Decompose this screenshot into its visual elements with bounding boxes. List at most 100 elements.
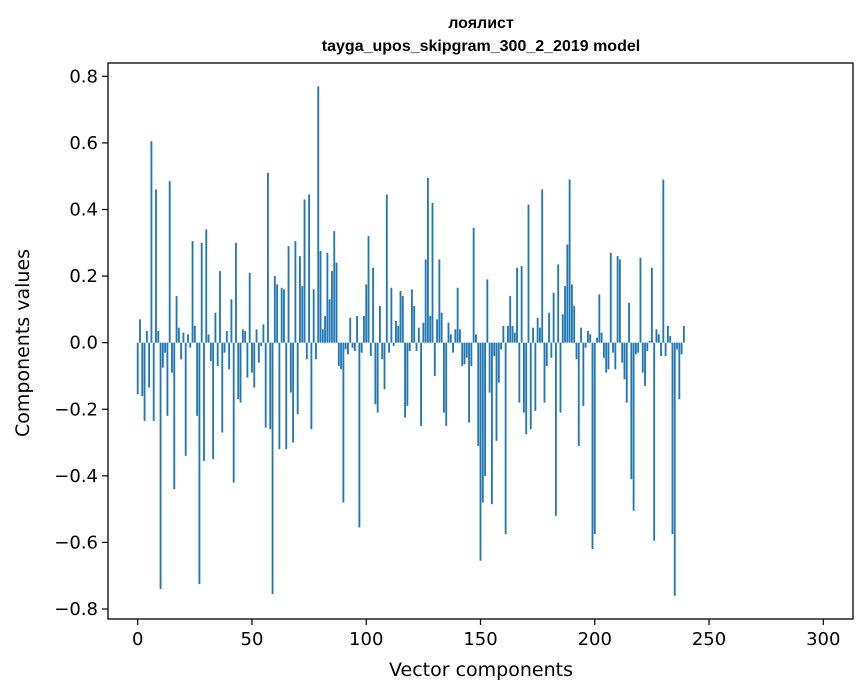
bar xyxy=(155,189,157,343)
bar xyxy=(532,327,534,343)
bar xyxy=(159,342,162,590)
bar xyxy=(452,342,454,353)
bar xyxy=(342,342,345,503)
bar xyxy=(637,342,640,353)
bar xyxy=(196,342,199,416)
bar xyxy=(634,342,637,355)
bar xyxy=(328,299,331,343)
bar xyxy=(358,342,361,528)
bar xyxy=(504,342,507,535)
bar xyxy=(228,342,231,370)
bar xyxy=(376,342,379,413)
bar xyxy=(463,342,466,365)
bar xyxy=(445,342,448,426)
bar xyxy=(379,306,381,343)
bar xyxy=(381,342,384,360)
bar xyxy=(209,342,212,361)
bar xyxy=(598,294,601,343)
bar xyxy=(221,342,224,433)
bar xyxy=(145,331,148,343)
bar xyxy=(161,342,164,368)
bar xyxy=(356,316,359,343)
plot-area-frame xyxy=(107,62,854,620)
bar xyxy=(614,342,617,370)
bar xyxy=(406,342,409,406)
bar xyxy=(413,306,416,343)
bar xyxy=(177,327,180,343)
bar xyxy=(278,342,281,450)
bar xyxy=(488,342,491,393)
bar xyxy=(436,319,438,343)
bar xyxy=(235,242,237,343)
x-axis-ticks: 0 50 100 150 200 250 300 xyxy=(132,619,840,650)
bar xyxy=(456,287,459,343)
bar xyxy=(607,342,610,370)
bar xyxy=(264,342,267,428)
bar xyxy=(543,342,546,403)
bar xyxy=(484,342,486,476)
bar xyxy=(305,342,308,360)
bar xyxy=(383,342,386,390)
bar xyxy=(596,337,598,343)
bar xyxy=(395,321,397,343)
bar xyxy=(340,342,343,370)
bar xyxy=(470,342,473,366)
bar xyxy=(666,326,669,343)
bar xyxy=(294,241,297,343)
bar xyxy=(337,342,340,366)
bar xyxy=(548,312,550,343)
bar xyxy=(443,342,445,413)
bar xyxy=(349,317,352,343)
bar xyxy=(682,326,685,343)
y-axis-label: Components values xyxy=(12,249,34,437)
bar xyxy=(164,342,167,353)
bar xyxy=(653,342,656,541)
bar xyxy=(680,342,683,355)
bar xyxy=(166,342,169,416)
bar xyxy=(269,342,272,430)
bar xyxy=(573,306,576,343)
bar xyxy=(326,252,329,343)
bar xyxy=(555,342,557,516)
bar xyxy=(662,179,665,343)
bar xyxy=(650,267,653,343)
bar xyxy=(180,342,183,360)
x-tick-label: 150 xyxy=(463,629,497,650)
bar xyxy=(559,342,562,413)
bar xyxy=(276,284,279,343)
bar xyxy=(511,326,514,343)
bar xyxy=(347,342,349,355)
bar xyxy=(481,342,484,503)
bar xyxy=(591,342,594,550)
bar xyxy=(516,267,518,343)
bar xyxy=(477,342,480,446)
bar xyxy=(623,342,626,380)
bar xyxy=(223,342,226,353)
y-tick-label: 0.4 xyxy=(69,199,98,220)
bar xyxy=(577,342,580,446)
bar xyxy=(593,342,596,535)
bar xyxy=(285,342,288,450)
bar xyxy=(618,259,621,343)
bar xyxy=(175,296,178,343)
bar xyxy=(472,227,475,343)
bar xyxy=(244,331,247,343)
bar xyxy=(468,342,470,423)
bar xyxy=(461,342,464,366)
bar xyxy=(429,316,432,343)
bar xyxy=(641,342,644,373)
bar xyxy=(312,289,315,343)
bar xyxy=(310,342,313,430)
bar xyxy=(299,256,301,343)
bar xyxy=(205,229,208,343)
bar xyxy=(664,342,667,356)
bar xyxy=(187,334,189,343)
y-tick-label: 0.2 xyxy=(69,266,98,287)
bar xyxy=(465,342,468,358)
bar xyxy=(360,342,363,353)
bar xyxy=(152,342,155,421)
bar xyxy=(392,342,395,346)
bar xyxy=(324,316,327,343)
bar xyxy=(630,342,633,480)
